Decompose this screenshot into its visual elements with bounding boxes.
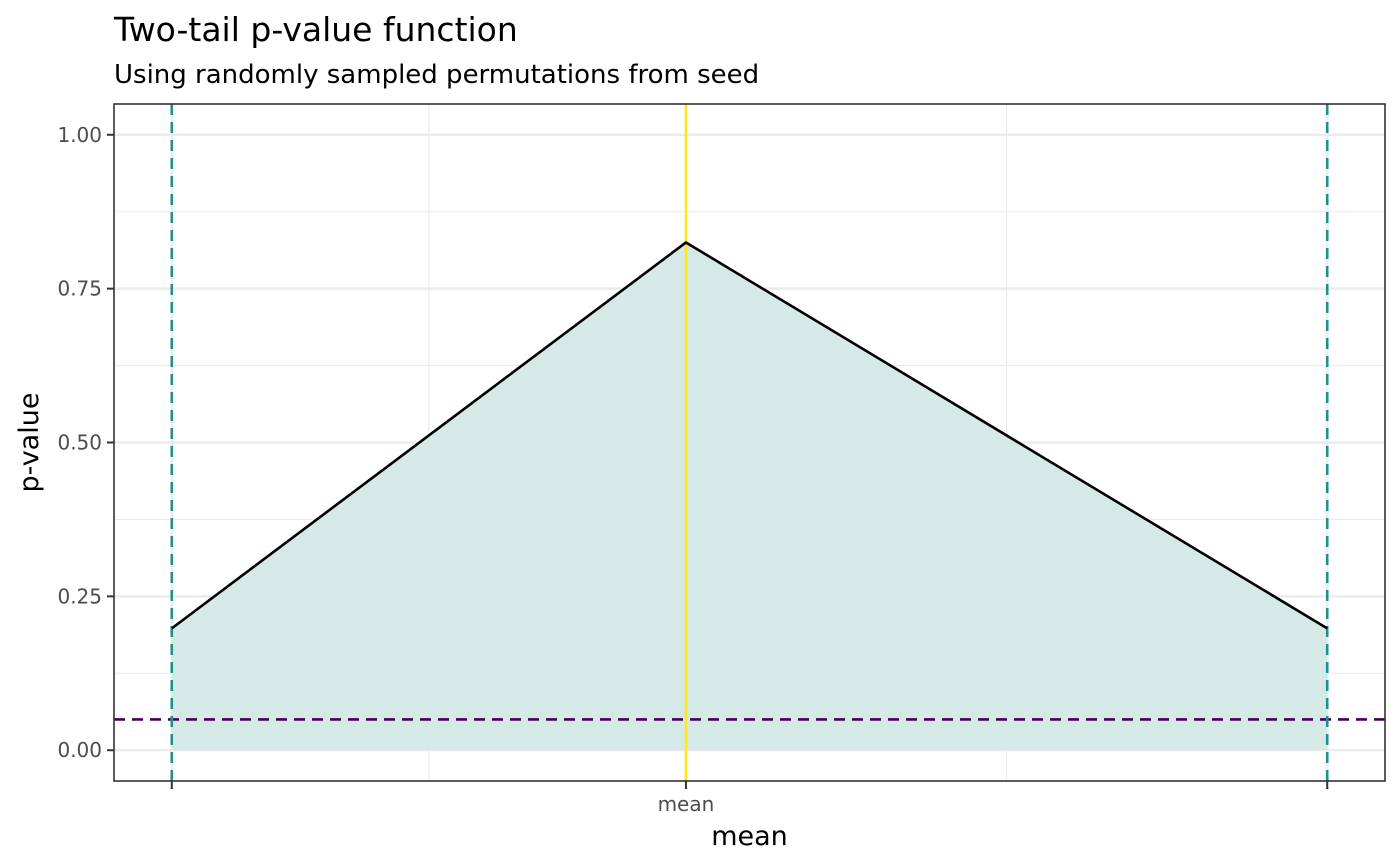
y-axis: 0.00 0.25 0.50 0.75 1.00 xyxy=(57,123,114,762)
chart-subtitle: Using randomly sampled permutations from… xyxy=(114,60,759,90)
y-tick-label: 0.00 xyxy=(57,738,102,762)
x-tick-label: mean xyxy=(658,792,715,816)
x-axis-title: mean xyxy=(711,821,788,852)
p-value-area xyxy=(171,242,1328,751)
y-tick-label: 0.75 xyxy=(57,277,102,301)
chart-title: Two-tail p-value function xyxy=(113,10,518,49)
y-tick-label: 0.25 xyxy=(57,584,102,608)
x-axis: mean xyxy=(170,781,1329,816)
p-value-curve xyxy=(170,240,1328,630)
y-tick-label: 1.00 xyxy=(57,123,102,147)
y-axis-title: p-value xyxy=(14,393,45,493)
y-tick-label: 0.50 xyxy=(57,431,102,455)
